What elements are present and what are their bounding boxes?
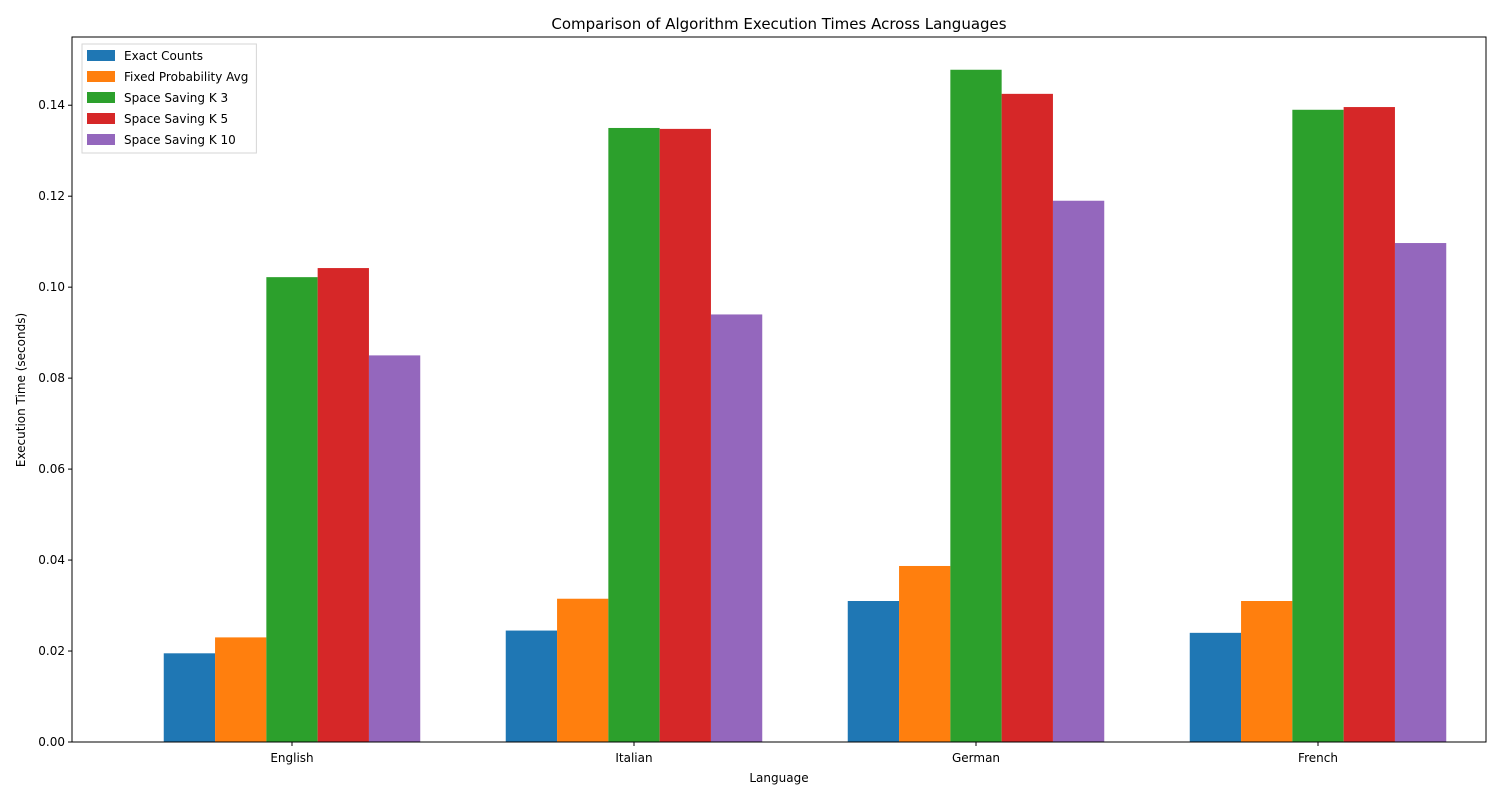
bar	[1001, 93, 1053, 743]
bar	[710, 314, 763, 742]
x-tick-label: Italian	[615, 751, 652, 765]
bar	[1343, 107, 1395, 743]
legend-entry-label: Space Saving K 3	[124, 91, 228, 105]
y-axis-label: Execution Time (seconds)	[14, 313, 28, 467]
bar	[950, 69, 1002, 742]
bar	[1241, 601, 1293, 742]
bar	[505, 630, 558, 742]
legend-swatch	[87, 134, 115, 145]
legend-swatch	[87, 50, 115, 61]
y-tick-label: 0.12	[38, 189, 65, 203]
y-tick-label: 0.10	[38, 280, 65, 294]
bar	[1189, 632, 1242, 742]
legend-swatch	[87, 113, 115, 124]
x-tick-label: French	[1298, 751, 1338, 765]
bar	[659, 128, 711, 742]
legend-entry-label: Space Saving K 5	[124, 112, 228, 126]
bar	[1292, 109, 1344, 742]
bar	[266, 277, 318, 742]
y-tick-label: 0.00	[38, 735, 65, 749]
bar	[899, 565, 951, 742]
x-axis-label: Language	[749, 771, 808, 785]
bars-layer	[163, 69, 1447, 743]
legend-entry-label: Fixed Probability Avg	[124, 70, 248, 84]
bar	[163, 653, 216, 742]
chart-title: Comparison of Algorithm Execution Times …	[551, 15, 1006, 33]
bar	[608, 127, 660, 743]
plot-frame	[71, 36, 1487, 743]
bar	[368, 355, 421, 742]
legend-swatch	[87, 71, 115, 82]
x-tick-label: English	[270, 751, 313, 765]
legend-entry-label: Exact Counts	[124, 49, 203, 63]
x-axis: English Italian German French	[270, 742, 1338, 765]
bar	[317, 268, 369, 742]
y-tick-label: 0.06	[38, 462, 65, 476]
bar	[215, 637, 267, 742]
bar	[847, 601, 900, 742]
legend: Exact Counts Fixed Probability Avg Space S…	[81, 43, 257, 154]
y-axis: 0.00 0.02 0.04 0.06 0.08 0.10 0.12 0.14	[38, 98, 72, 749]
y-tick-label: 0.08	[38, 371, 65, 385]
bar	[557, 598, 609, 742]
legend-entry-label: Space Saving K 10	[124, 133, 236, 147]
y-tick-label: 0.02	[38, 644, 65, 658]
bar	[1052, 200, 1105, 743]
x-tick-label: German	[952, 751, 1000, 765]
legend-swatch	[87, 92, 115, 103]
bar	[1394, 243, 1447, 743]
y-tick-label: 0.04	[38, 553, 65, 567]
y-tick-label: 0.14	[38, 98, 65, 112]
